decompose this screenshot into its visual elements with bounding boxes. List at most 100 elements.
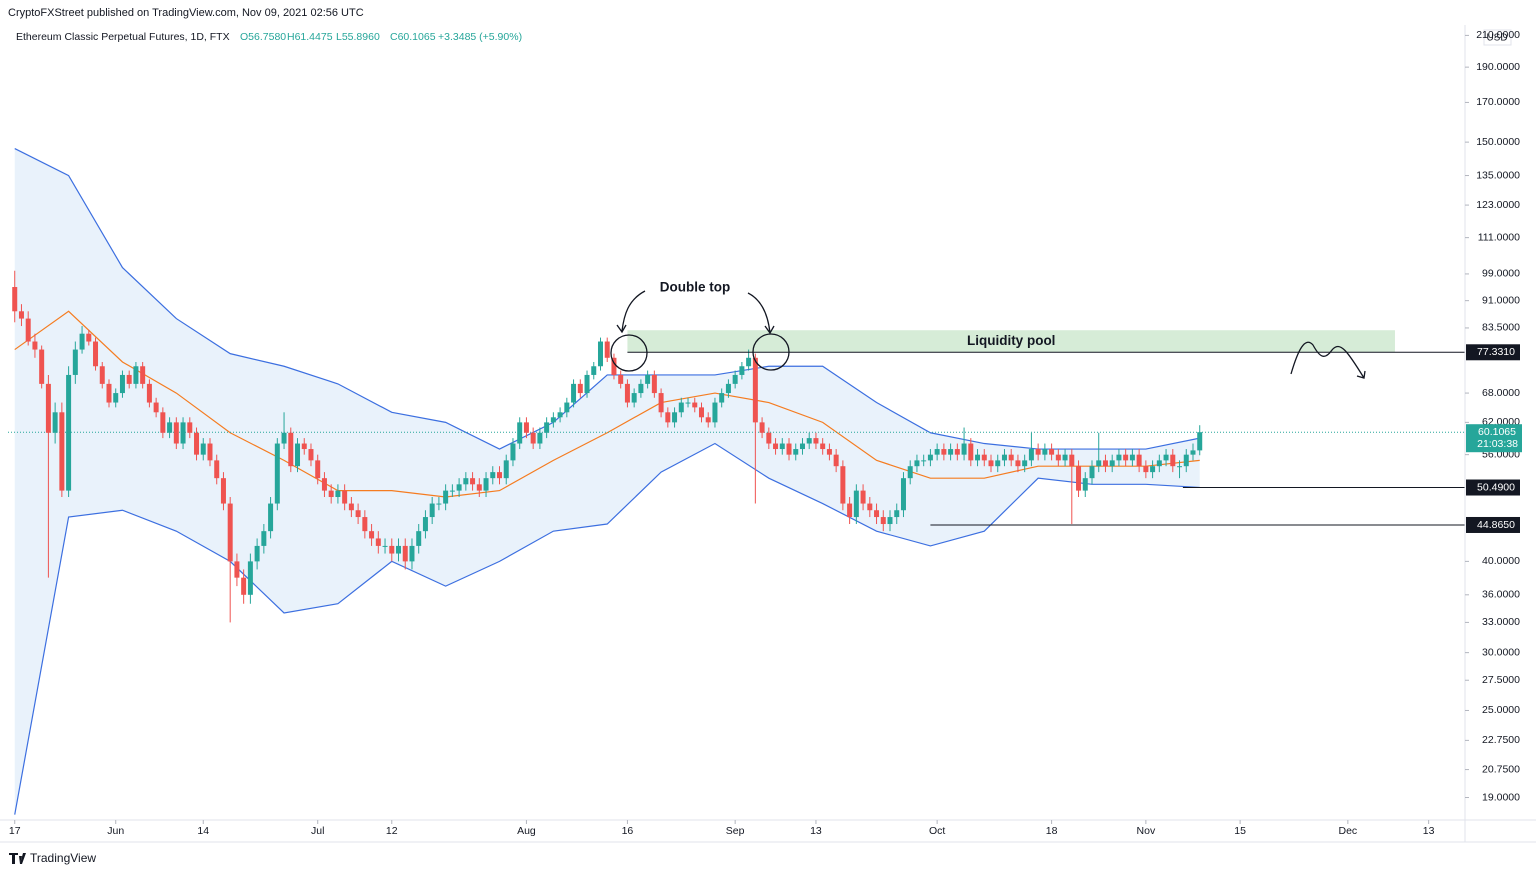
x-tick-label: Oct: [929, 825, 945, 837]
candle-body: [86, 333, 92, 342]
candle-body: [934, 449, 940, 455]
candle-body: [409, 545, 415, 562]
candle-body: [685, 402, 691, 404]
candle-body: [544, 422, 550, 433]
y-tick-label: 20.7500: [1482, 763, 1520, 775]
candle-body: [1076, 466, 1082, 491]
candle-body: [900, 478, 906, 511]
candle-body: [382, 545, 388, 547]
y-tick-label: 91.0000: [1482, 294, 1520, 306]
arrow-1: [616, 290, 646, 334]
candle-body: [348, 503, 354, 511]
y-tick-label: 190.0000: [1476, 61, 1520, 73]
candle-body: [126, 374, 132, 384]
drawings: [610, 290, 1366, 379]
candle-body: [894, 510, 900, 518]
candle-body: [1190, 450, 1196, 455]
candle-body: [840, 466, 846, 504]
candle-body: [207, 443, 213, 461]
candle-body: [759, 422, 765, 433]
x-tick-label: Jun: [107, 825, 124, 837]
candle-body: [907, 466, 913, 479]
candle-body: [449, 490, 455, 492]
candle-body: [1069, 454, 1075, 467]
candle-body: [295, 443, 301, 467]
candle-body: [1096, 460, 1102, 467]
candle-body: [1035, 449, 1041, 455]
candle-body: [813, 438, 819, 444]
projection-arrow: [1290, 341, 1366, 379]
candle-body: [443, 490, 449, 504]
candle-body: [389, 545, 395, 554]
candle-body: [1042, 449, 1048, 455]
candle-body: [1156, 460, 1162, 467]
liquidity-zone: [627, 330, 1395, 353]
candle-body: [624, 383, 630, 403]
level-tag: [1466, 479, 1520, 496]
brand: TradingView: [30, 851, 96, 865]
band-upper: [14, 148, 1200, 450]
candle-body: [1102, 460, 1108, 467]
candle-body: [369, 531, 375, 539]
x-tick-label: 18: [1046, 825, 1058, 837]
candle-body: [577, 383, 583, 394]
candle-body: [214, 460, 220, 479]
x-tick-label: Nov: [1137, 825, 1156, 837]
candle-body: [254, 545, 260, 562]
ohlc-open: O56.7580: [240, 31, 286, 43]
candle-body: [948, 449, 954, 455]
candle-body: [140, 366, 146, 384]
currency-box[interactable]: [1483, 29, 1512, 46]
candle-body: [247, 561, 253, 595]
candle-body: [490, 472, 496, 479]
candle-body: [1082, 478, 1088, 491]
candle-body: [853, 490, 859, 518]
candle-body: [45, 383, 51, 433]
y-tick-label: 170.0000: [1476, 96, 1520, 108]
candle-body: [355, 510, 361, 518]
x-tick-label: Jul: [311, 825, 324, 837]
candle-body: [1116, 454, 1122, 461]
candle-body: [1015, 460, 1021, 467]
candle-body: [79, 333, 85, 350]
candle-body: [584, 374, 590, 394]
candle-body: [880, 517, 886, 525]
candle-body: [1150, 466, 1156, 473]
candle-body: [712, 402, 718, 423]
candle-body: [665, 412, 671, 423]
candle-body: [503, 460, 509, 479]
ohlc-high: H61.4475: [287, 31, 333, 43]
candle-body: [793, 449, 799, 455]
candle-body: [618, 374, 624, 384]
candle-body: [779, 443, 785, 450]
candle-body: [786, 443, 792, 455]
candle-body: [692, 402, 698, 408]
candle-body: [887, 517, 893, 525]
candle-body: [597, 341, 603, 367]
candle-body: [752, 357, 758, 423]
candle-body: [914, 460, 920, 467]
countdown: 21:03:38: [1477, 438, 1518, 450]
candle-body: [591, 366, 597, 375]
candle-body: [1177, 466, 1183, 468]
candle-body: [1062, 454, 1068, 461]
candle-body: [375, 538, 381, 546]
y-tick-label: 30.0000: [1482, 646, 1520, 658]
symbol-title: Ethereum Classic Perpetual Futures, 1D, …: [16, 31, 230, 43]
candle-body: [564, 402, 570, 413]
candle-body: [234, 561, 240, 578]
candle-body: [799, 443, 805, 450]
candle-body: [698, 407, 704, 418]
candle-body: [93, 341, 99, 367]
candle-body: [160, 412, 166, 433]
candle-body: [429, 503, 435, 518]
currency[interactable]: USD: [1486, 33, 1507, 44]
candle-body: [631, 393, 637, 403]
brand-logo: [9, 853, 26, 864]
candle-body: [436, 503, 442, 505]
candle-body: [658, 393, 664, 413]
candle-body: [975, 454, 981, 461]
candle-body: [961, 443, 967, 455]
